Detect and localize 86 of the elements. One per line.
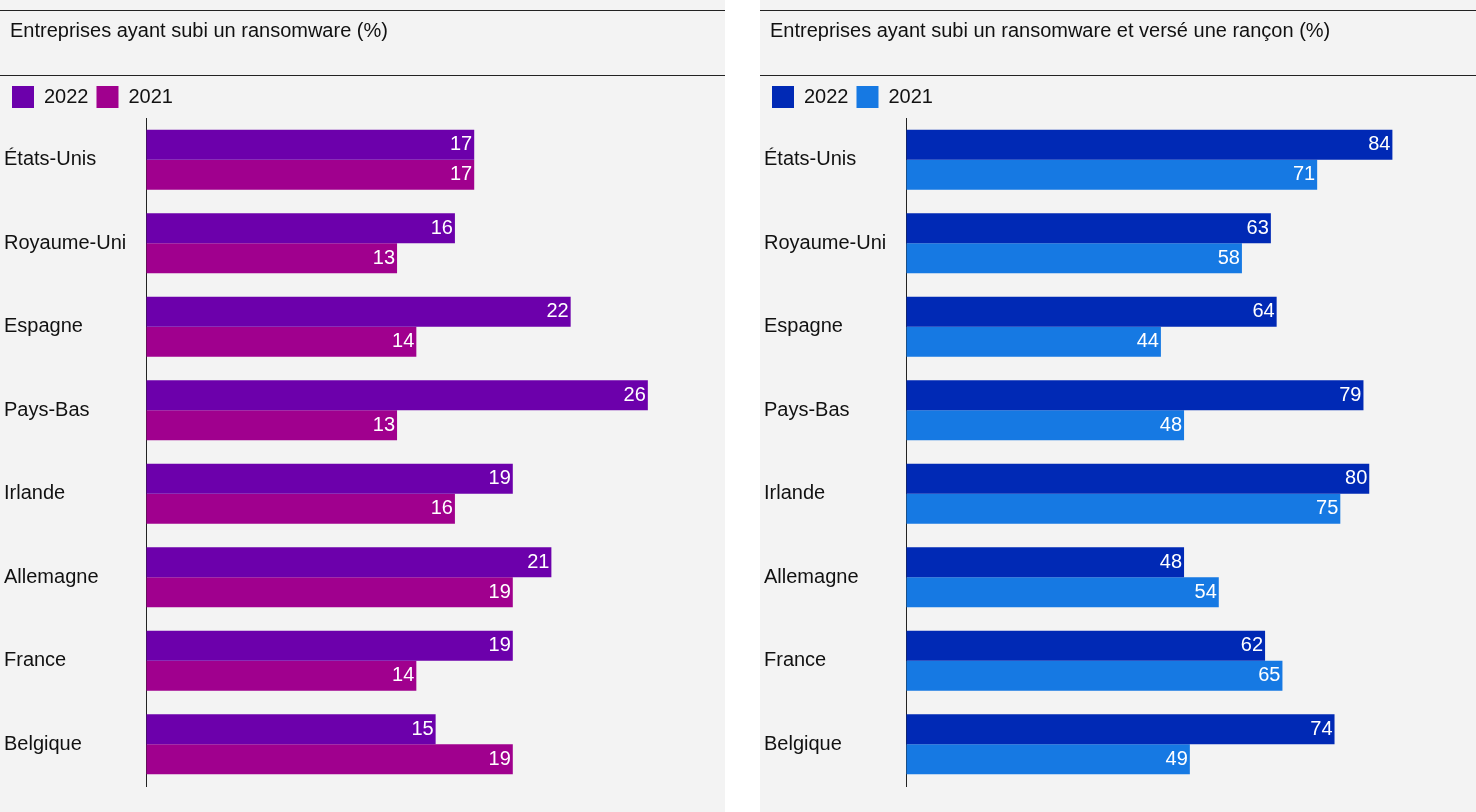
data-label: 54 [1194, 579, 1217, 602]
data-label: 48 [1159, 549, 1183, 572]
bar [146, 159, 475, 190]
bar [906, 213, 1271, 244]
y-tick-label: États-Unis [764, 147, 857, 170]
data-label: 19 [488, 746, 511, 769]
bar [906, 660, 1283, 691]
y-tick-label: Irlande [764, 481, 826, 504]
data-label: 19 [488, 579, 511, 602]
data-label: 14 [392, 663, 415, 686]
data-label: 63 [1246, 215, 1269, 238]
bar [906, 744, 1190, 775]
bar [906, 326, 1161, 357]
bar [906, 547, 1185, 578]
data-label: 21 [527, 549, 550, 572]
data-label: 84 [1368, 132, 1391, 155]
data-label: 17 [449, 132, 473, 155]
y-tick-label: États-Unis [4, 147, 97, 170]
bar [146, 463, 513, 494]
bar [906, 129, 1393, 160]
bar [146, 243, 398, 274]
data-label: 16 [430, 496, 453, 519]
y-tick-label: Allemagne [764, 564, 859, 587]
data-label: 65 [1258, 663, 1281, 686]
data-label: 44 [1136, 329, 1159, 352]
data-label: 26 [623, 382, 646, 405]
data-label: 17 [449, 162, 473, 185]
data-label: 48 [1159, 412, 1183, 435]
bar [906, 714, 1335, 745]
bar [146, 410, 398, 441]
bar [906, 577, 1219, 608]
bar [146, 380, 648, 411]
y-tick-label: France [764, 648, 827, 671]
bar [906, 159, 1318, 190]
bar [906, 243, 1242, 274]
bar [906, 630, 1266, 661]
bar [146, 577, 513, 608]
data-label: 75 [1316, 496, 1339, 519]
bar [146, 213, 455, 244]
legend-label: 2022 [44, 84, 89, 107]
data-label: 58 [1217, 245, 1240, 268]
y-tick-label: Belgique [764, 731, 842, 754]
legend-label: 2022 [804, 84, 849, 107]
y-tick-label: France [4, 648, 67, 671]
data-label: 13 [372, 245, 396, 268]
y-tick-label: Irlande [4, 481, 66, 504]
data-label: 71 [1292, 162, 1316, 185]
y-tick-label: Royaume-Uni [764, 230, 887, 253]
chart-title: Entreprises ayant subi un ransomware (%) [0, 10, 725, 76]
data-label: 19 [488, 633, 511, 656]
bar [906, 410, 1185, 441]
data-label: 19 [488, 466, 511, 489]
data-label: 14 [392, 329, 415, 352]
data-label: 80 [1345, 466, 1368, 489]
data-label: 15 [411, 716, 434, 739]
bar [906, 296, 1277, 327]
data-label: 49 [1165, 746, 1188, 769]
bar [146, 547, 552, 578]
data-label: 22 [546, 299, 569, 322]
bar [146, 744, 513, 775]
bar [146, 660, 417, 691]
bar [146, 714, 436, 745]
y-tick-label: Espagne [4, 314, 83, 337]
bar [146, 630, 513, 661]
y-tick-label: Royaume-Uni [4, 230, 127, 253]
y-tick-label: Belgique [4, 731, 82, 754]
bar [146, 129, 475, 160]
bar [906, 463, 1370, 494]
bar [146, 493, 455, 524]
legend-label: 2021 [128, 84, 173, 107]
bar [906, 380, 1364, 411]
data-label: 79 [1339, 382, 1362, 405]
data-label: 16 [430, 215, 453, 238]
y-tick-label: Pays-Bas [764, 397, 850, 420]
data-label: 74 [1310, 716, 1333, 739]
data-label: 64 [1252, 299, 1275, 322]
y-tick-label: Espagne [764, 314, 843, 337]
data-label: 62 [1240, 633, 1264, 656]
bar [146, 326, 417, 357]
chart-title: Entreprises ayant subi un ransomware et versé une rançon (%) [760, 10, 1476, 76]
bar [146, 296, 571, 327]
y-tick-label: Allemagne [4, 564, 99, 587]
data-label: 13 [372, 412, 396, 435]
legend-label: 2021 [888, 84, 933, 107]
bar [906, 493, 1341, 524]
y-tick-label: Pays-Bas [4, 397, 90, 420]
